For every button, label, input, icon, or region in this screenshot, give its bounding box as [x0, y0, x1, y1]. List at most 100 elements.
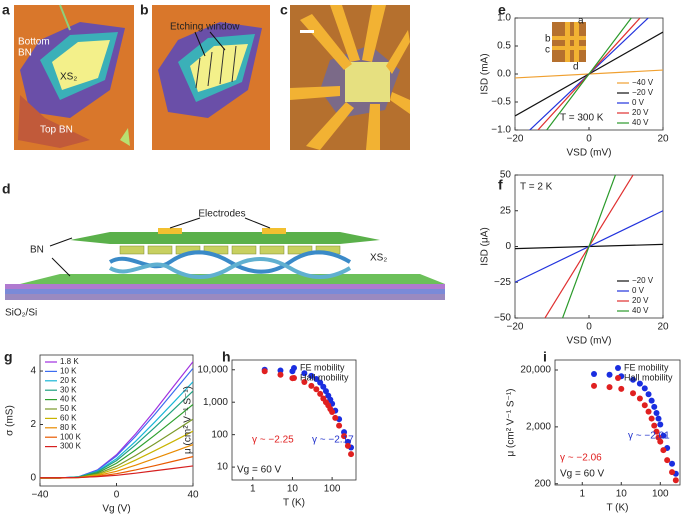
y-axis-label: ISD (mA)	[480, 53, 491, 94]
annotation: T = 2 K	[520, 182, 553, 193]
x-tick-label: −20	[507, 322, 524, 333]
schematic-label: XS₂	[370, 253, 387, 264]
y-tick-label: 50	[500, 170, 512, 181]
image-label: Bottom	[18, 37, 50, 48]
data-point	[277, 367, 284, 374]
annotation: Vg = 60 V	[560, 469, 605, 480]
data-point	[336, 422, 343, 429]
x-tick-label: 100	[652, 489, 669, 500]
panel-letter: a	[2, 2, 10, 18]
data-point	[651, 422, 658, 429]
data-point	[657, 438, 664, 445]
x-tick-label: 0	[114, 490, 120, 501]
data-point	[344, 442, 351, 449]
panel-letter: i	[543, 349, 547, 365]
data-point	[332, 414, 339, 421]
inset-label: c	[545, 45, 550, 56]
data-point	[320, 383, 327, 390]
data-point	[669, 469, 676, 476]
x-tick-label: 0	[586, 322, 592, 333]
plot-area	[515, 18, 663, 130]
legend-swatch	[615, 375, 621, 381]
y-tick-label: 0.0	[497, 69, 511, 80]
legend-label: FE mobility	[300, 362, 345, 372]
legend-label: 1.8 K	[60, 357, 79, 366]
data-point	[277, 371, 284, 378]
y-tick-label: 100	[211, 429, 228, 440]
y-tick-label: −25	[494, 277, 511, 288]
data-point	[301, 378, 308, 385]
data-point	[657, 421, 664, 428]
y-tick-label: −50	[494, 313, 511, 324]
legend-label: 50 K	[60, 404, 77, 413]
y-tick-label: 10	[217, 462, 229, 473]
data-point	[660, 447, 667, 454]
series-line	[561, 175, 617, 318]
x-tick-label: 1	[250, 484, 256, 495]
data-point	[322, 388, 329, 395]
micrograph-b	[152, 5, 270, 150]
data-point	[329, 408, 336, 415]
data-point	[308, 382, 315, 389]
micrograph-a	[14, 4, 134, 150]
data-point	[341, 433, 348, 440]
data-point	[672, 477, 679, 484]
y-axis-label: μ (cm² V⁻¹ S⁻¹)	[506, 389, 517, 457]
data-point	[653, 410, 660, 417]
plot-area	[591, 371, 679, 484]
y-tick-label: 200	[534, 478, 551, 489]
plot-area	[40, 361, 193, 479]
legend-swatch	[615, 365, 621, 371]
data-point	[591, 382, 598, 389]
data-point	[641, 402, 648, 409]
legend-label: Hall mobility	[300, 372, 349, 382]
legend-swatch	[291, 375, 297, 381]
image-label: BN	[18, 48, 32, 59]
panel-letter: f	[498, 177, 503, 193]
x-axis-label: VSD (mV)	[567, 148, 612, 159]
annotation: Vg = 60 V	[237, 465, 282, 476]
image-label: XS₂	[60, 72, 77, 83]
x-tick-label: 40	[187, 490, 199, 501]
legend-label: −20 V	[632, 88, 654, 97]
data-point	[648, 415, 655, 422]
legend-label: −20 V	[632, 276, 654, 285]
legend-label: 20 V	[632, 296, 649, 305]
x-tick-label: 10	[287, 484, 299, 495]
data-point	[618, 385, 625, 392]
legend-label: 0 V	[632, 98, 645, 107]
legend-label: 100 K	[60, 432, 82, 441]
legend-label: 20 V	[632, 108, 649, 117]
x-axis-label: T (K)	[283, 498, 305, 509]
annotation: γ ~ −2.01	[628, 431, 670, 442]
plot-area	[515, 175, 663, 318]
x-tick-label: 20	[657, 322, 669, 333]
y-tick-label: 0	[30, 473, 36, 484]
legend-label: 80 K	[60, 423, 77, 432]
x-axis-label: T (K)	[606, 503, 628, 514]
data-point	[655, 415, 662, 422]
data-point	[660, 432, 667, 439]
data-point	[301, 370, 308, 377]
series-line	[545, 18, 633, 130]
legend-label: 0 V	[632, 286, 645, 295]
schematic-label: Electrodes	[198, 209, 245, 220]
plot-area	[261, 366, 355, 458]
y-tick-label: 2,000	[526, 422, 551, 433]
legend-label: 20 K	[60, 376, 77, 385]
data-point	[648, 397, 655, 404]
x-tick-label: 0	[586, 134, 592, 145]
x-tick-label: −20	[507, 134, 524, 145]
x-tick-label: 20	[657, 134, 669, 145]
legend-label: 40 V	[632, 306, 649, 315]
data-point	[313, 375, 320, 382]
inset-label: d	[573, 62, 579, 73]
y-axis-label: σ (mS)	[5, 405, 16, 436]
y-tick-label: 1.0	[497, 13, 511, 24]
inset-label: a	[578, 16, 584, 27]
data-point	[664, 457, 671, 464]
legend-label: 30 K	[60, 385, 77, 394]
x-axis-label: Vg (V)	[102, 504, 130, 515]
legend-label: 300 K	[60, 442, 82, 451]
